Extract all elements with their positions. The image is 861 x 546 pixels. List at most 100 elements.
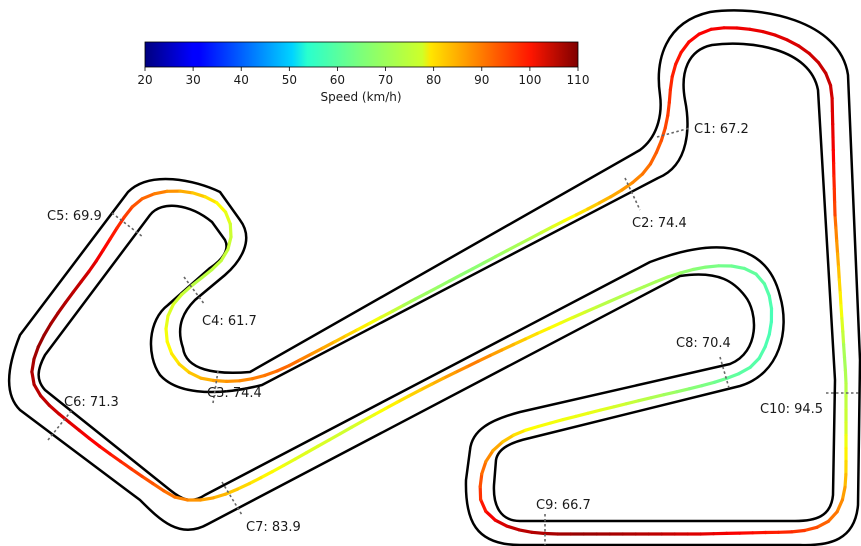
racing-line-segment xyxy=(840,485,847,502)
racing-line-segment xyxy=(140,474,155,486)
racing-line-segment xyxy=(282,457,297,467)
corner-marker: C9: 66.7 xyxy=(536,498,591,545)
racing-line-segment xyxy=(361,413,376,423)
racing-line-segment xyxy=(407,388,422,398)
racing-line-segment xyxy=(679,40,691,55)
racing-line-segment xyxy=(712,376,729,384)
racing-line-segment xyxy=(824,71,833,87)
racing-line-segment xyxy=(162,489,177,499)
racing-line-segment xyxy=(402,297,417,307)
colorbar-tick-label: 30 xyxy=(185,73,200,87)
racing-line-segment xyxy=(259,470,274,480)
racing-line-segment xyxy=(500,342,516,352)
racing-line-segment xyxy=(797,44,811,56)
racing-line-segment xyxy=(441,371,457,380)
racing-line-segment xyxy=(36,333,46,349)
corner-marker: C2: 74.4 xyxy=(624,177,687,231)
racing-line-segment xyxy=(38,394,51,407)
racing-line-segment xyxy=(737,365,752,376)
racing-line-segment xyxy=(465,359,480,369)
racing-line-segment xyxy=(140,192,156,201)
racing-line-segment xyxy=(152,189,169,196)
racing-line-segment xyxy=(87,436,102,448)
racing-line-segment xyxy=(478,472,484,489)
racing-line-segment xyxy=(226,235,233,252)
racing-line-segment xyxy=(505,242,521,253)
racing-line-segment xyxy=(512,428,528,437)
colorbar-tick-label: 110 xyxy=(567,73,590,87)
corner-label: C6: 71.3 xyxy=(64,395,119,410)
colorbar-tick-label: 100 xyxy=(518,73,541,87)
racing-line-segment xyxy=(215,201,228,214)
racing-line-segment xyxy=(164,314,170,331)
racing-line-segment xyxy=(674,50,683,66)
racing-line-segment xyxy=(559,316,575,325)
racing-line-segment xyxy=(180,284,194,296)
racing-line-segment xyxy=(30,357,36,374)
racing-line-segment xyxy=(678,267,695,275)
racing-line-segment xyxy=(618,290,634,299)
racing-line-segment xyxy=(826,510,839,523)
racing-line-segment xyxy=(190,276,204,288)
racing-line-segment xyxy=(177,362,191,375)
colorbar-gradient xyxy=(144,41,579,68)
racing-line-segment xyxy=(250,373,267,381)
colorbar-tick-label: 70 xyxy=(378,73,393,87)
corner-marker: C8: 70.4 xyxy=(676,336,731,389)
track xyxy=(7,9,861,546)
racing-line-segment xyxy=(436,279,452,289)
racing-line-segment xyxy=(842,355,848,373)
racing-line-segment xyxy=(344,327,360,338)
racing-line-segment xyxy=(704,264,721,269)
racing-line-segment xyxy=(494,249,509,259)
racing-line-segment xyxy=(79,269,91,284)
racing-line-segment xyxy=(178,189,195,195)
corner-divider xyxy=(212,370,219,404)
racing-line-segment xyxy=(30,370,36,387)
racing-line-segment xyxy=(754,272,767,286)
racing-line-segment xyxy=(482,255,498,265)
corner-label: C8: 70.4 xyxy=(676,336,731,351)
racing-line-segment xyxy=(425,285,440,295)
track-inner-boundary xyxy=(37,42,837,523)
racing-line-segment xyxy=(287,358,303,368)
racing-line-segment xyxy=(476,354,492,363)
racing-line-segment xyxy=(551,219,567,228)
racing-line-segment xyxy=(225,379,242,383)
corner-label: C4: 61.7 xyxy=(202,314,257,329)
racing-line-segment xyxy=(539,224,555,234)
corner-marker: C4: 61.7 xyxy=(183,276,257,329)
racing-line-segment xyxy=(187,370,203,380)
racing-line-segment xyxy=(535,326,551,336)
racing-line-segment xyxy=(663,113,670,130)
racing-line-segment xyxy=(785,38,801,48)
racing-line-segment xyxy=(491,440,505,453)
racing-line-segment xyxy=(56,301,68,315)
racing-line-segment xyxy=(748,356,761,369)
racing-line-segment xyxy=(304,444,320,455)
racing-line-segment xyxy=(199,376,216,383)
racing-line-segment xyxy=(662,390,679,397)
corner-label: C1: 67.2 xyxy=(694,122,749,137)
racing-line-segment xyxy=(789,528,807,534)
racing-line-segment xyxy=(767,294,774,311)
corner-divider xyxy=(221,481,243,516)
corner-marker: C5: 69.9 xyxy=(47,209,144,238)
racing-line-segment xyxy=(659,126,667,143)
racing-line-segment xyxy=(372,406,388,417)
racing-line-segment xyxy=(648,150,659,166)
corner-label: C9: 66.7 xyxy=(536,498,591,513)
racing-line-segment xyxy=(298,352,314,362)
racing-line-segment xyxy=(165,340,174,356)
racing-line-segment xyxy=(379,309,394,319)
racing-line-segment xyxy=(611,402,628,409)
racing-line-segment xyxy=(599,405,616,412)
racing-line-segment xyxy=(561,414,578,422)
racing-line-segment xyxy=(586,201,602,211)
racing-line-segment xyxy=(237,377,254,383)
racing-line-segment xyxy=(453,365,469,375)
racing-line-segment xyxy=(523,424,540,432)
racing-line-segment xyxy=(47,403,61,416)
racing-line-segment xyxy=(350,419,365,429)
racing-line-segment xyxy=(835,498,845,514)
